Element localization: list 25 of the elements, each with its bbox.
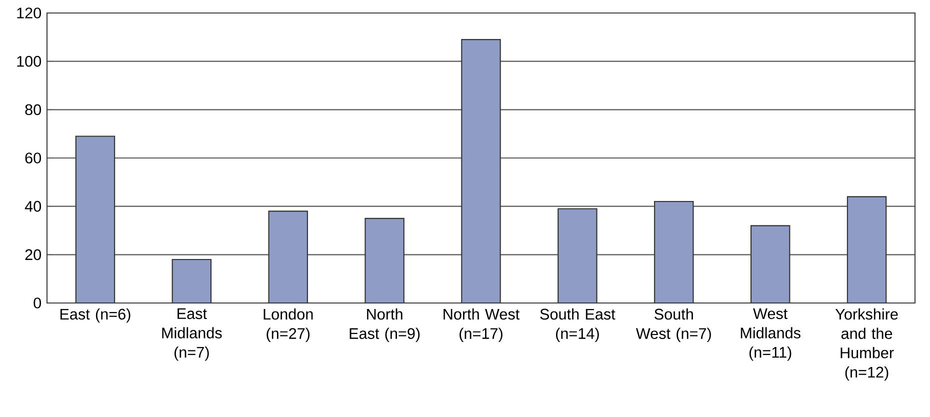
- y-tick-label: 60: [25, 152, 42, 164]
- bar: [654, 200, 694, 303]
- x-tick-label: West Midlands (n=11): [740, 308, 800, 361]
- x-tick-label: Yorkshire and the Humber (n=12): [835, 308, 898, 381]
- x-tick-label: North East (n=9): [350, 308, 420, 342]
- bar: [846, 196, 887, 303]
- y-tick-label: 0: [34, 298, 42, 308]
- bar: [364, 218, 404, 303]
- y-tick-label: 80: [25, 104, 42, 116]
- bar: [461, 39, 501, 303]
- bar: [172, 258, 212, 303]
- y-tick-label: 40: [24, 200, 42, 212]
- x-tick-label: London (n=27): [264, 308, 313, 342]
- y-tick-label: 20: [25, 249, 42, 260]
- x-tick-label: South West (n=7): [636, 308, 711, 342]
- y-tick-label: 100: [17, 56, 42, 67]
- bar: [268, 210, 308, 303]
- bar: [558, 208, 598, 303]
- x-tick-label: South East (n=14): [540, 308, 616, 342]
- x-tick-label: East Midlands (n=7): [162, 308, 222, 361]
- bar: [75, 136, 116, 303]
- bar: [750, 225, 790, 303]
- x-tick-label: North West (n=17): [444, 308, 520, 342]
- x-tick-label: East (n=6): [60, 308, 130, 323]
- y-tick-label: 120: [17, 8, 42, 18]
